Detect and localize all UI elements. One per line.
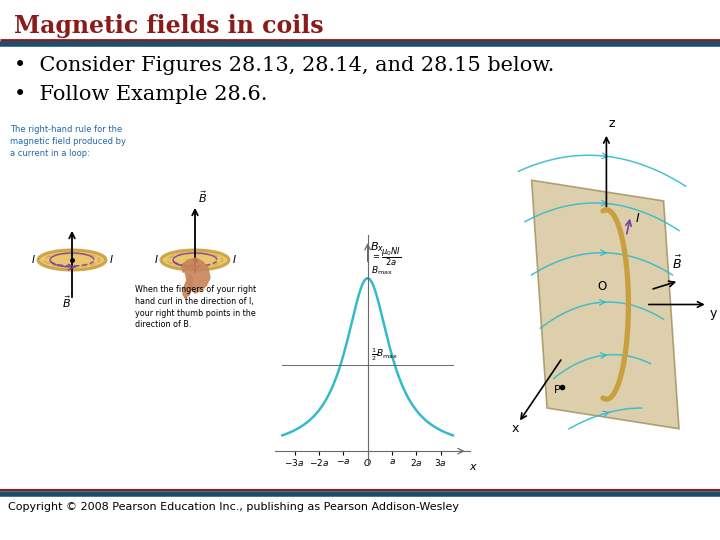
Text: Copyright © 2008 Pearson Education Inc., publishing as Pearson Addison-Wesley: Copyright © 2008 Pearson Education Inc.,… — [8, 502, 459, 512]
Ellipse shape — [38, 250, 106, 270]
Text: O: O — [598, 280, 607, 293]
Text: •  Follow Example 28.6.: • Follow Example 28.6. — [14, 85, 268, 104]
Text: P: P — [554, 385, 560, 395]
Text: $x$: $x$ — [469, 462, 478, 471]
Text: $= \dfrac{\mu_0 NI}{2a}$: $= \dfrac{\mu_0 NI}{2a}$ — [372, 245, 402, 268]
Text: $\vec{B}$: $\vec{B}$ — [198, 189, 207, 205]
Text: $B_{\rm max}$: $B_{\rm max}$ — [372, 264, 393, 276]
Polygon shape — [531, 180, 679, 429]
Text: Magnetic fields in coils: Magnetic fields in coils — [14, 14, 323, 38]
Polygon shape — [183, 273, 192, 298]
Text: The right-hand rule for the
magnetic field produced by
a current in a loop:: The right-hand rule for the magnetic fie… — [10, 125, 126, 158]
Text: $I$: $I$ — [31, 253, 35, 265]
Text: $I$: $I$ — [232, 253, 236, 265]
Text: z: z — [608, 117, 615, 130]
Text: $\vec{B}$: $\vec{B}$ — [62, 294, 71, 310]
Text: $I$: $I$ — [109, 253, 113, 265]
Text: $I$: $I$ — [635, 212, 640, 225]
Ellipse shape — [161, 250, 229, 270]
Text: x: x — [512, 422, 519, 435]
Text: $I$: $I$ — [153, 253, 158, 265]
Polygon shape — [182, 258, 210, 293]
Text: $\vec{B}$: $\vec{B}$ — [672, 255, 683, 272]
Text: •  Consider Figures 28.13, 28.14, and 28.15 below.: • Consider Figures 28.13, 28.14, and 28.… — [14, 56, 554, 75]
Text: $\frac{1}{2}B_{\rm max}$: $\frac{1}{2}B_{\rm max}$ — [372, 346, 398, 363]
Text: When the fingers of your right
hand curl in the direction of I,
your right thumb: When the fingers of your right hand curl… — [135, 285, 256, 329]
Text: $B_x$: $B_x$ — [369, 240, 384, 254]
Text: y: y — [710, 307, 717, 320]
